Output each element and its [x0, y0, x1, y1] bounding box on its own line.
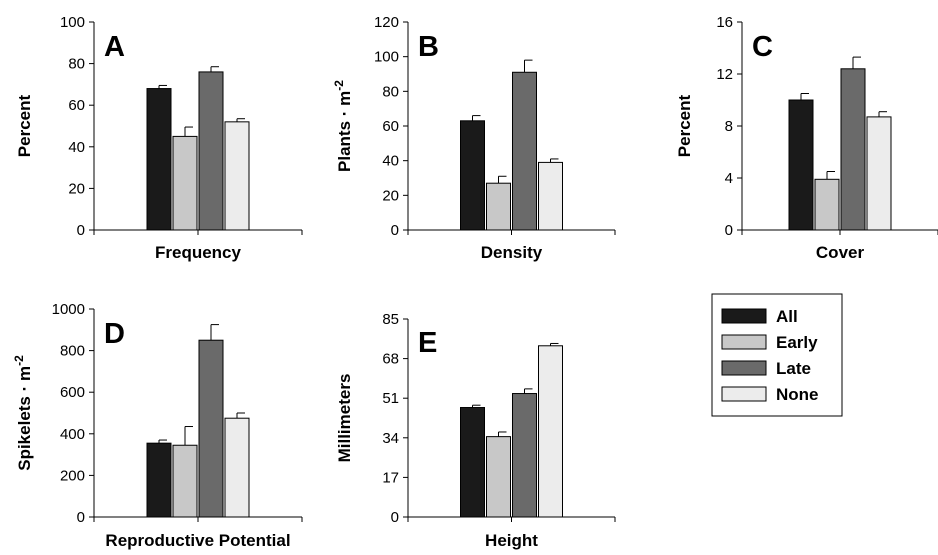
y-tick-label: 400 [60, 426, 85, 443]
bar-early [486, 436, 511, 518]
y-tick-label: 34 [382, 430, 399, 447]
y-tick-label: 20 [382, 187, 399, 204]
y-tick-label: 0 [77, 509, 85, 526]
y-tick-label: 16 [716, 14, 733, 31]
y-axis-label: Plants · m-2 [332, 80, 354, 172]
legend-swatch-all [721, 308, 767, 324]
legend-label-none: None [776, 385, 819, 404]
y-axis-label: Spikelets · m-2 [12, 355, 34, 471]
bar-all [460, 120, 485, 231]
y-tick-label: 51 [382, 390, 399, 407]
y-tick-label: 600 [60, 384, 85, 401]
y-tick-label: 68 [382, 351, 399, 368]
y-tick-label: 0 [77, 222, 85, 239]
panel-letter: A [104, 31, 125, 63]
bar-late [198, 339, 224, 518]
y-tick-label: 85 [382, 311, 399, 328]
y-tick-label: 0 [391, 509, 399, 526]
y-tick-label: 200 [60, 467, 85, 484]
y-tick-label: 40 [382, 153, 399, 170]
bar-late [198, 71, 224, 231]
y-tick-label: 100 [60, 14, 85, 31]
legend-swatch-none [721, 386, 767, 402]
y-tick-label: 12 [716, 66, 733, 83]
x-axis-label: Density [481, 243, 543, 262]
bar-none [224, 417, 250, 518]
y-tick-label: 80 [382, 83, 399, 100]
panel-letter: B [418, 31, 439, 63]
y-tick-label: 20 [68, 180, 85, 197]
bar-late [512, 71, 537, 231]
y-axis-label: Percent [675, 94, 694, 157]
bar-none [224, 121, 250, 231]
legend-label-early: Early [776, 333, 818, 352]
y-tick-label: 80 [68, 56, 85, 73]
y-tick-label: 0 [391, 222, 399, 239]
bar-early [172, 135, 198, 231]
x-axis-label: Frequency [155, 243, 242, 262]
y-tick-label: 60 [382, 118, 399, 135]
legend-swatch-late [721, 360, 767, 376]
panel-letter: D [104, 318, 125, 350]
bar-none [538, 345, 563, 518]
legend-swatch-early [721, 334, 767, 350]
x-axis-label: Height [485, 531, 538, 550]
y-tick-label: 100 [374, 49, 399, 66]
bar-all [146, 442, 172, 518]
bar-late [840, 68, 866, 231]
panel-letter: E [418, 327, 437, 359]
y-axis-label-superscript: -2 [332, 80, 346, 91]
chart-panel-e: 0 17 34 51 68 85 E Height Millimeters [335, 311, 616, 550]
bar-late [512, 393, 537, 518]
panel-letter: C [752, 31, 773, 63]
bar-early [814, 178, 840, 231]
legend-label-late: Late [776, 359, 811, 378]
chart-panel-b: 0 20 40 60 80 100 120 B Density Plants · m-2 [332, 14, 616, 262]
bar-early [172, 444, 198, 518]
y-tick-label: 8 [725, 118, 733, 135]
x-axis-label: Reproductive Potential [105, 531, 290, 550]
y-tick-label: 120 [374, 14, 399, 31]
y-axis-label-superscript: -2 [12, 355, 26, 366]
bar-all [788, 99, 814, 231]
y-tick-label: 60 [68, 97, 85, 114]
bar-all [460, 407, 485, 518]
y-tick-label: 17 [382, 469, 399, 486]
y-tick-label: 40 [68, 139, 85, 156]
chart-panel-a: 0 20 40 60 80 100 A Frequency Percent [15, 14, 303, 262]
bar-all [146, 88, 172, 231]
chart-panel-d: 0 200 400 600 800 1000 D Reproductive Potential… [12, 301, 303, 550]
y-axis-label: Millimeters [335, 374, 354, 463]
bar-none [538, 161, 563, 231]
x-axis-label: Cover [816, 243, 865, 262]
y-tick-label: 0 [725, 222, 733, 239]
y-axis-label: Percent [15, 94, 34, 157]
legend-label-all: All [776, 307, 798, 326]
y-tick-label: 1000 [52, 301, 85, 318]
bar-early [486, 182, 511, 231]
y-tick-label: 4 [725, 170, 733, 187]
bar-none [866, 116, 892, 231]
chart-panel-c: 0 4 8 12 16 C Cover Percent [675, 14, 938, 262]
legend: All Early Late None [711, 293, 843, 417]
y-tick-label: 800 [60, 343, 85, 360]
